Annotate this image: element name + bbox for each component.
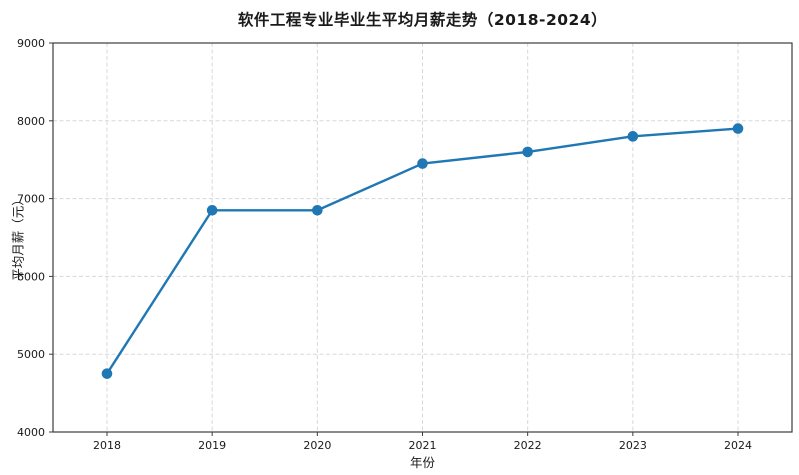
y-tick-label: 4000 [17, 426, 45, 439]
data-point-marker [627, 131, 639, 142]
y-tick-label: 8000 [17, 115, 45, 128]
x-tick-label: 2023 [619, 439, 647, 452]
x-tick-label: 2018 [93, 439, 121, 452]
x-tick-label: 2019 [198, 439, 226, 452]
y-tick-label: 5000 [17, 348, 45, 361]
y-tick-label: 9000 [17, 37, 45, 50]
x-tick-label: 2021 [409, 439, 437, 452]
x-tick-label: 2022 [514, 439, 542, 452]
x-tick-label: 2024 [724, 439, 752, 452]
data-point-marker [312, 204, 323, 216]
data-point-marker [206, 204, 218, 216]
chart-title: 软件工程专业毕业生平均月薪走势（2018-2024） [237, 11, 608, 29]
plot-frame [52, 42, 793, 433]
y-tick-label: 6000 [17, 270, 45, 283]
y-tick-label: 7000 [17, 193, 45, 206]
data-point-marker [101, 368, 113, 379]
data-point-marker [522, 146, 533, 158]
x-tick-label: 2020 [303, 439, 331, 452]
data-point-marker [417, 158, 428, 169]
data-point-marker [732, 123, 744, 134]
x-axis-label: 年份 [409, 455, 435, 470]
